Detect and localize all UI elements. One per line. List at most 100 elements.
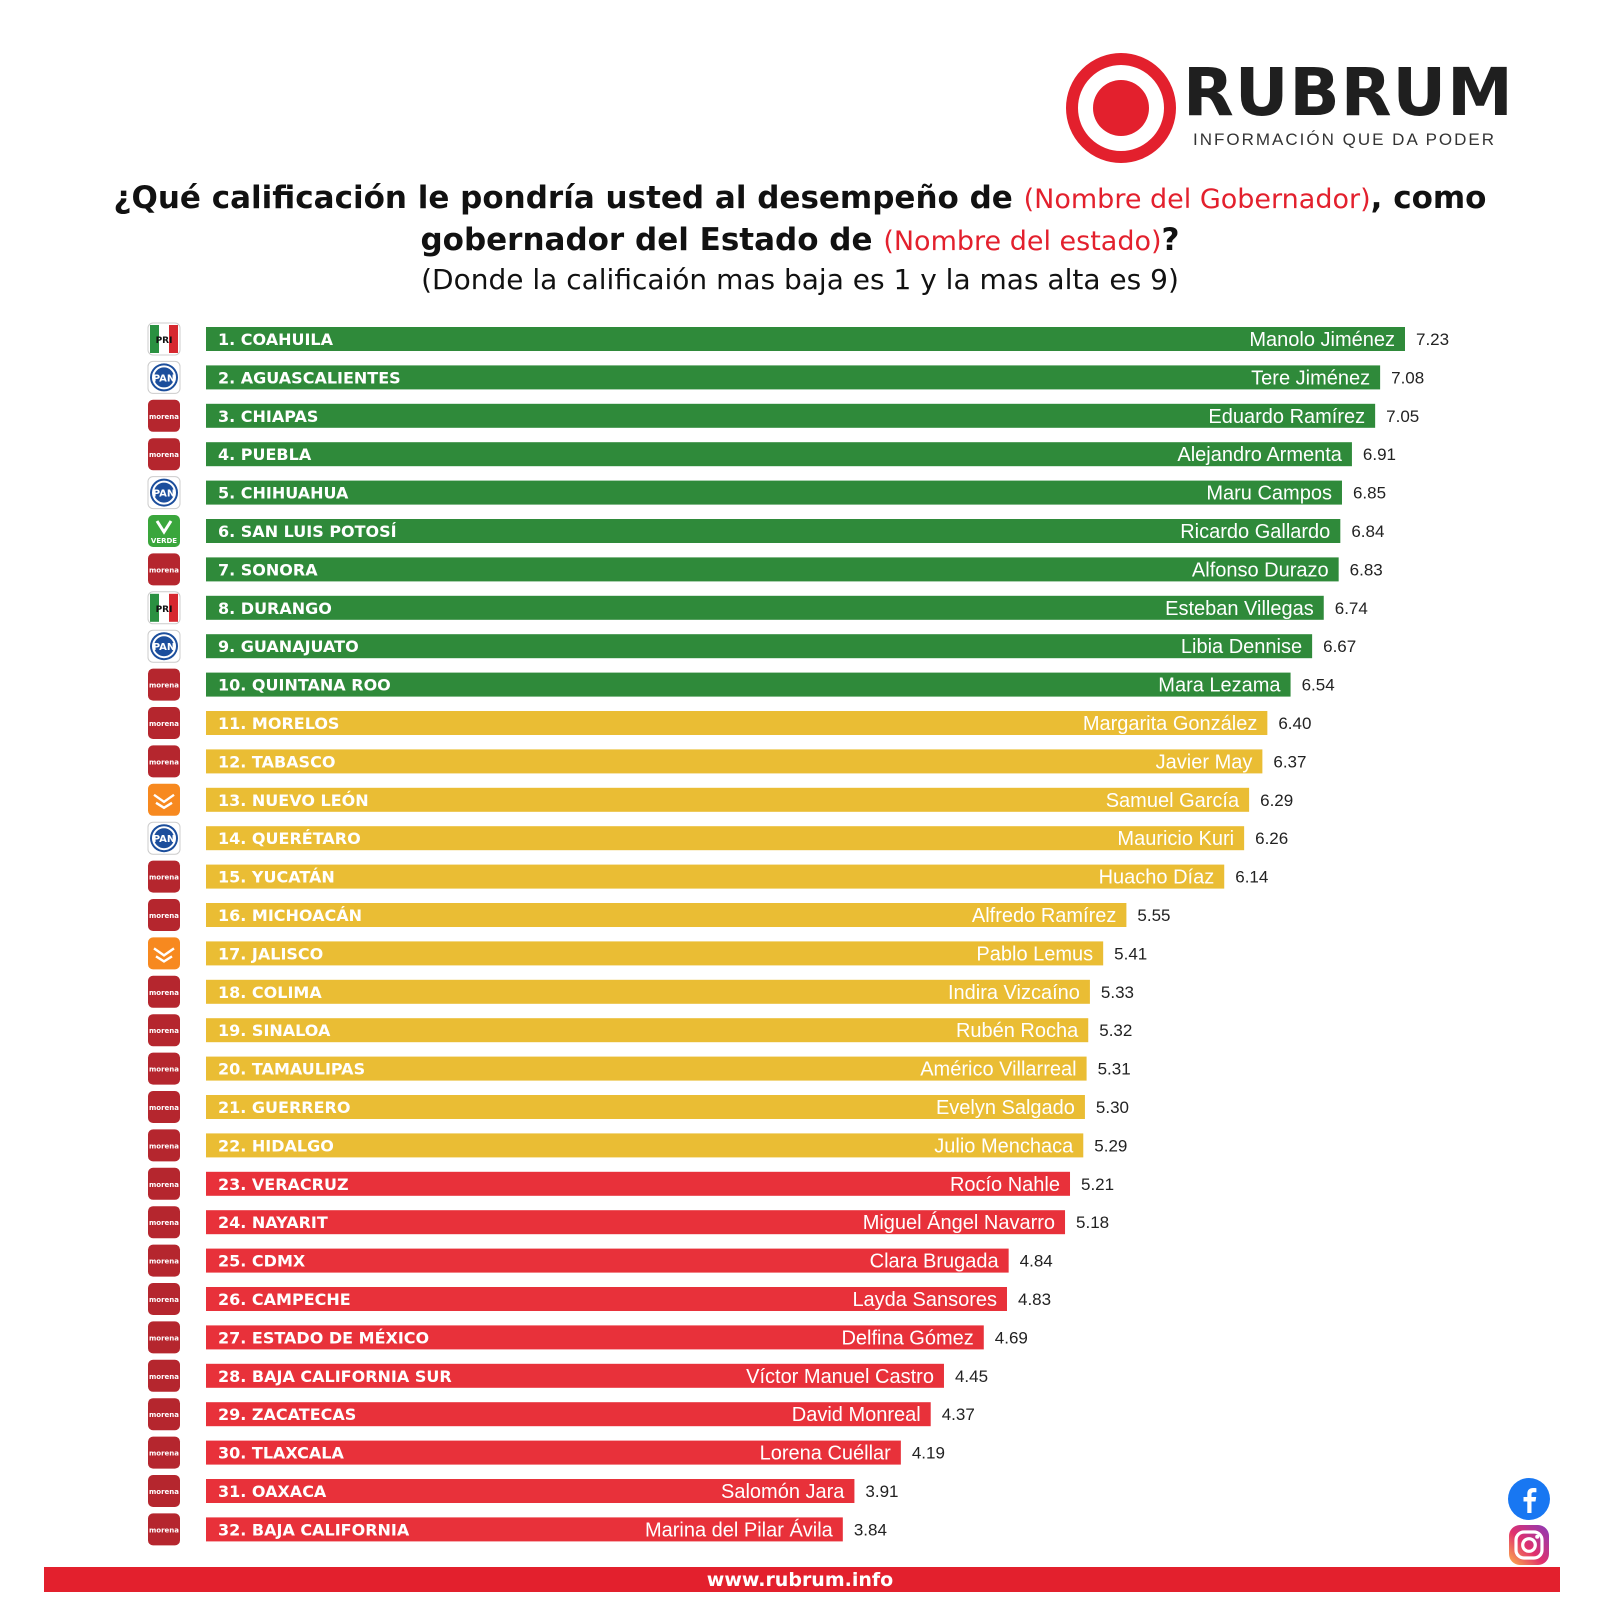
bar-state-label: 14. QUERÉTARO	[218, 829, 361, 848]
ranking-bar-chart: PRI 1. COAHUILA Manolo Jiménez 7.23 PAN 2. AG…	[147, 322, 1449, 1546]
bar-value-label: 3.91	[865, 1482, 898, 1501]
bar-governor-label: Lorena Cuéllar	[760, 1443, 892, 1465]
bar-state-label: 21. GUERRERO	[218, 1098, 350, 1117]
bar-governor-label: Mara Lezama	[1158, 675, 1281, 697]
party-logo-label: morena	[149, 1027, 179, 1035]
party-logo-morena-icon: morena	[148, 1091, 180, 1123]
bar-state-label: 18. COLIMA	[218, 983, 322, 1002]
party-logo-morena-icon: morena	[148, 438, 180, 471]
party-logo-label: morena	[149, 758, 179, 766]
party-logo-label: morena	[149, 1334, 179, 1342]
bar	[206, 1018, 1089, 1043]
bar-value-label: 6.26	[1255, 829, 1288, 848]
party-logo-morena-icon: morena	[148, 1014, 180, 1047]
bar-governor-label: Víctor Manuel Castro	[746, 1366, 934, 1388]
bar	[206, 1171, 1071, 1196]
bar-governor-label: Miguel Ángel Navarro	[863, 1211, 1055, 1234]
bar	[206, 711, 1268, 735]
party-logo-morena-icon: morena	[148, 1436, 180, 1469]
bar-governor-label: Julio Menchaca	[934, 1135, 1074, 1157]
bar-row: morena 22. HIDALGO Julio Menchaca 5.29	[148, 1129, 1127, 1162]
party-logo-mc-icon	[148, 937, 180, 970]
party-logo-morena-icon: morena	[148, 707, 180, 739]
party-logo-pan-icon: PAN	[147, 629, 181, 663]
party-logo-label: morena	[149, 1258, 179, 1266]
footer-url[interactable]: www.rubrum.info	[706, 1569, 894, 1591]
bar-row: morena 3. CHIAPAS Eduardo Ramírez 7.05	[148, 399, 1419, 432]
party-logo-morena-icon: morena	[148, 399, 180, 432]
bar	[206, 864, 1225, 889]
target-icon	[1066, 53, 1176, 163]
bar-governor-label: Rocío Nahle	[950, 1174, 1060, 1196]
bar-governor-label: Samuel García	[1106, 790, 1240, 812]
bar-row: morena 10. QUINTANA ROO Mara Lezama 6.54	[148, 668, 1335, 701]
party-logo-label: morena	[149, 989, 179, 997]
bar-value-label: 6.84	[1351, 522, 1384, 541]
bar-value-label: 6.29	[1260, 791, 1293, 810]
party-logo-morena-icon: morena	[148, 1129, 180, 1162]
bar-value-label: 6.67	[1323, 637, 1356, 656]
bar-value-label: 6.91	[1363, 445, 1396, 464]
bar-governor-label: Tere Jiménez	[1251, 367, 1370, 389]
bar	[206, 1479, 855, 1503]
party-logo-morena-icon: morena	[148, 745, 180, 778]
title-placeholder-state: (Nombre del estado)	[883, 226, 1162, 257]
party-logo-label: morena	[149, 1219, 179, 1227]
bar-state-label: 10. QUINTANA ROO	[218, 676, 391, 695]
bar-state-label: 6. SAN LUIS POTOSÍ	[218, 522, 397, 541]
bar-row: morena 18. COLIMA Indira Vizcaíno 5.33	[148, 975, 1134, 1008]
bar-state-label: 22. HIDALGO	[218, 1136, 334, 1155]
bar	[206, 979, 1090, 1004]
bar	[206, 557, 1339, 582]
bar-row: morena 29. ZACATECAS David Monreal 4.37	[148, 1398, 975, 1431]
bar-row: PAN 9. GUANAJUATO Libia Dennise 6.67	[147, 629, 1356, 663]
bar	[206, 1402, 931, 1427]
bar-governor-label: Alejandro Armenta	[1177, 444, 1342, 466]
bar-row: morena 28. BAJA CALIFORNIA SUR Víctor Manu…	[148, 1359, 988, 1392]
bar-value-label: 5.29	[1094, 1136, 1127, 1155]
bar-row: morena 12. TABASCO Javier May 6.37	[148, 745, 1306, 778]
bar-value-label: 7.23	[1416, 330, 1449, 349]
bar	[206, 1210, 1066, 1235]
party-logo-morena-icon: morena	[148, 1206, 180, 1239]
bar-value-label: 6.74	[1335, 599, 1368, 618]
party-logo-morena-icon: morena	[148, 1283, 180, 1315]
bar-state-label: 20. TAMAULIPAS	[218, 1060, 365, 1079]
bar-row: morena 32. BAJA CALIFORNIA Marina del Pila…	[148, 1513, 887, 1546]
bar-row: morena 30. TLAXCALA Lorena Cuéllar 4.19	[148, 1436, 945, 1469]
facebook-icon[interactable]	[1507, 1477, 1551, 1521]
title-text-2: , como gobernador del Estado de	[420, 180, 1487, 258]
bar	[206, 327, 1405, 351]
party-logo-label: morena	[149, 682, 179, 690]
bar-row: morena 27. ESTADO DE MÉXICO Delfina Gómez 4…	[148, 1321, 1028, 1354]
party-logo-morena-icon: morena	[148, 1475, 180, 1507]
bar-value-label: 5.18	[1076, 1213, 1109, 1232]
bar-governor-label: Rubén Rocha	[956, 1020, 1079, 1042]
party-logo-morena-icon: morena	[148, 668, 180, 701]
bar	[206, 1363, 944, 1388]
bar-state-label: 4. PUEBLA	[218, 445, 312, 464]
bar-value-label: 6.40	[1278, 714, 1311, 733]
party-logo-label: morena	[149, 874, 179, 882]
bar-row: morena 7. SONORA Alfonso Durazo 6.83	[148, 553, 1383, 586]
party-logo-label: PRI	[156, 336, 173, 346]
party-logo-label: morena	[149, 566, 179, 574]
party-logo-label: PRI	[156, 605, 173, 615]
bar	[206, 903, 1127, 927]
bar-state-label: 24. NAYARIT	[218, 1213, 328, 1232]
bar-value-label: 6.14	[1235, 868, 1268, 887]
bar-value-label: 5.55	[1137, 906, 1170, 925]
bar-governor-label: Javier May	[1156, 751, 1253, 773]
bar-value-label: 6.83	[1350, 560, 1383, 579]
bar-governor-label: Pablo Lemus	[976, 943, 1093, 965]
party-logo-morena-icon: morena	[148, 1513, 180, 1546]
bar-state-label: 12. TABASCO	[218, 752, 335, 771]
party-logo-label: VERDE	[151, 537, 177, 545]
instagram-icon[interactable]	[1507, 1523, 1551, 1567]
bar-governor-label: Marina del Pilar Ávila	[645, 1518, 834, 1541]
bar-row: PRI 8. DURANGO Esteban Villegas 6.74	[147, 591, 1368, 625]
party-logo-label: morena	[149, 451, 179, 459]
bar-governor-label: Indira Vizcaíno	[948, 982, 1080, 1004]
bar-state-label: 29. ZACATECAS	[218, 1405, 356, 1424]
party-logo-morena-icon: morena	[148, 1052, 180, 1085]
